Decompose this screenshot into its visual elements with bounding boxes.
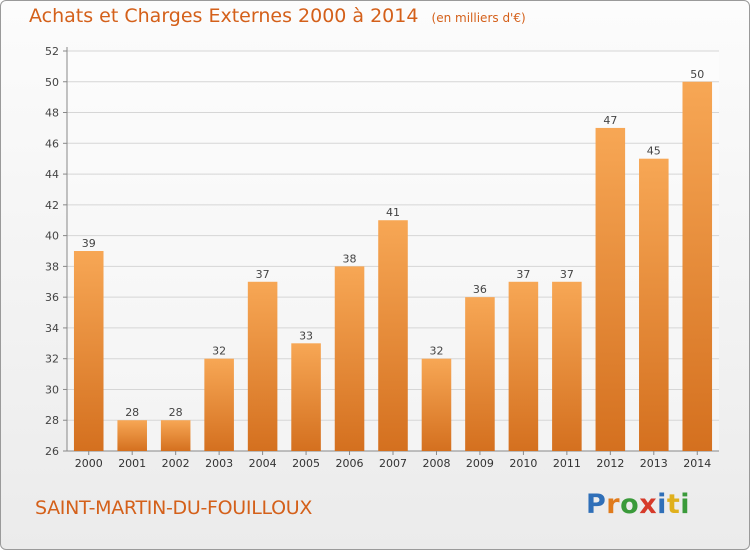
y-tick-label: 32 — [45, 353, 59, 366]
bar-2002 — [160, 420, 191, 451]
bar-2006 — [334, 266, 365, 451]
y-tick-label: 52 — [45, 45, 59, 58]
y-tick-label: 28 — [45, 414, 59, 427]
bar-2012 — [595, 127, 626, 451]
title-row: Achats et Charges Externes 2000 à 2014 (… — [29, 5, 526, 27]
bar-2014 — [682, 81, 713, 452]
y-tick-label: 46 — [45, 137, 59, 150]
x-tick-label: 2013 — [640, 457, 668, 470]
data-label-2011: 37 — [560, 268, 574, 281]
y-tick-label: 30 — [45, 383, 59, 396]
data-label-2014: 50 — [690, 68, 704, 81]
x-tick-label: 2004 — [249, 457, 277, 470]
y-tick-label: 50 — [45, 76, 59, 89]
data-label-2000: 39 — [82, 237, 96, 250]
commune-name: SAINT-MARTIN-DU-FOUILLOUX — [35, 497, 313, 519]
data-label-2009: 36 — [473, 283, 487, 296]
logo-letter: i — [657, 489, 667, 520]
x-tick-label: 2002 — [162, 457, 190, 470]
bar-2004 — [247, 281, 278, 451]
data-label-2012: 47 — [603, 114, 617, 127]
x-tick-label: 2014 — [683, 457, 711, 470]
logo-letter: i — [680, 489, 691, 520]
bar-2005 — [291, 343, 321, 451]
x-tick-label: 2012 — [596, 457, 624, 470]
y-tick-label: 34 — [45, 322, 59, 335]
x-tick-label: 2011 — [553, 457, 581, 470]
y-tick-label: 36 — [45, 291, 59, 304]
y-tick-label: 42 — [45, 199, 59, 212]
y-tick-label: 40 — [45, 230, 59, 243]
y-tick-label: 26 — [45, 445, 59, 458]
data-label-2006: 38 — [343, 252, 357, 265]
data-label-2001: 28 — [125, 406, 139, 419]
chart-title: Achats et Charges Externes 2000 à 2014 — [29, 5, 419, 27]
logo-letter: r — [606, 489, 621, 520]
data-label-2007: 41 — [386, 206, 400, 219]
bar-2001 — [117, 420, 147, 451]
x-tick-label: 2010 — [509, 457, 537, 470]
bar-2011 — [552, 281, 582, 451]
bar-2008 — [421, 358, 452, 451]
x-tick-label: 2007 — [379, 457, 407, 470]
data-label-2004: 37 — [256, 268, 270, 281]
y-tick-label: 48 — [45, 107, 59, 120]
label-layer: 39 28 28 32 37 33 38 41 32 36 37 37 47 45 50 — [82, 68, 705, 419]
x-tick-label: 2000 — [75, 457, 103, 470]
bar-2003 — [204, 358, 234, 451]
logo-letter: x — [639, 489, 658, 520]
bar-2013 — [639, 158, 669, 451]
data-label-2008: 32 — [429, 345, 443, 358]
logo-letter: t — [666, 489, 681, 520]
data-label-2005: 33 — [299, 329, 313, 342]
proxiti-logo: Proxiti — [586, 489, 690, 520]
x-tick-label: 2009 — [466, 457, 494, 470]
axis-layer: 26 28 30 32 34 36 38 40 42 44 46 48 50 52 2000 2001 2002… — [45, 45, 719, 470]
x-tick-label: 2001 — [118, 457, 146, 470]
data-label-2013: 45 — [647, 145, 661, 158]
bar-2007 — [378, 220, 408, 451]
data-label-2003: 32 — [212, 345, 226, 358]
data-label-2002: 28 — [169, 406, 183, 419]
logo-letter: o — [620, 489, 640, 520]
x-tick-label: 2006 — [336, 457, 364, 470]
y-tick-label: 38 — [45, 260, 59, 273]
chart-subtitle: (en milliers d'€) — [431, 11, 526, 25]
x-tick-label: 2008 — [422, 457, 450, 470]
x-tick-label: 2003 — [205, 457, 233, 470]
data-label-2010: 37 — [516, 268, 530, 281]
x-tick-label: 2005 — [292, 457, 320, 470]
bar-layer — [73, 81, 713, 452]
bar-2009 — [465, 297, 495, 451]
y-tick-label: 44 — [45, 168, 59, 181]
bar-2010 — [508, 281, 539, 451]
logo-letter: P — [586, 489, 607, 520]
bar-2000 — [73, 251, 104, 451]
